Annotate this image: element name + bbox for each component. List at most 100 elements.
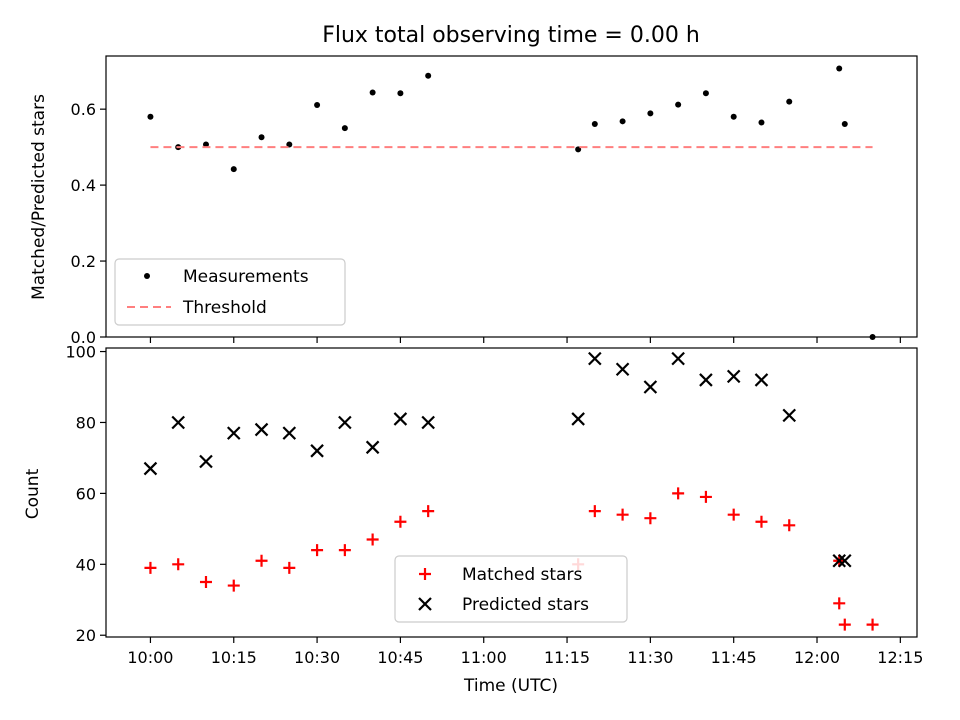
- matched-stars-point: [199, 576, 212, 589]
- predicted-stars-point: [282, 426, 297, 440]
- legend-predicted-label: Predicted stars: [462, 595, 589, 615]
- predicted-stars-point: [254, 422, 269, 437]
- x-tick-label: 10:45: [377, 648, 423, 667]
- x-tick-label: 10:15: [211, 648, 257, 667]
- bottom-y-tick-label: 80: [76, 413, 96, 432]
- measurement-point: [786, 98, 793, 105]
- measurement-point: [230, 166, 237, 173]
- top-y-tick-label: 0.4: [71, 176, 96, 195]
- measurement-point: [591, 120, 598, 127]
- predicted-stars-point: [615, 362, 630, 377]
- measurement-point: [647, 110, 654, 117]
- predicted-stars-point: [754, 373, 769, 387]
- matched-stars-point: [283, 561, 296, 574]
- matched-stars-point: [255, 554, 268, 567]
- predicted-stars-point: [310, 444, 324, 458]
- x-tick-label: 11:30: [627, 648, 673, 667]
- measurement-point: [619, 118, 626, 125]
- matched-stars-point: [838, 618, 851, 631]
- matched-stars-point: [338, 544, 351, 557]
- legend-measurements-marker: [144, 273, 150, 279]
- bottom-legend: [394, 555, 628, 623]
- top-y-tick-label: 0.6: [71, 100, 96, 119]
- matched-stars-point: [588, 505, 601, 518]
- measurement-point: [730, 113, 737, 120]
- bottom-y-tick-label: 20: [76, 626, 96, 645]
- bottom-y-axis-label: Count: [23, 468, 43, 519]
- bottom-y-tick-label: 40: [76, 555, 96, 574]
- predicted-stars-point: [393, 412, 408, 426]
- predicted-stars-point: [421, 415, 435, 430]
- x-tick-label: 11:00: [461, 648, 507, 667]
- measurement-point: [425, 72, 432, 79]
- predicted-stars-point: [199, 454, 213, 469]
- predicted-stars-point: [643, 380, 658, 394]
- matched-stars-point: [755, 515, 768, 528]
- measurement-point: [369, 89, 376, 96]
- measurement-point: [286, 141, 293, 148]
- predicted-stars-point: [588, 351, 602, 366]
- x-tick-label: 11:15: [544, 648, 590, 667]
- predicted-stars-point: [838, 553, 852, 568]
- predicted-stars-point: [143, 461, 158, 476]
- predicted-stars-point: [226, 426, 241, 440]
- matched-stars-point: [672, 487, 685, 500]
- top-legend: [114, 258, 346, 326]
- predicted-stars-point: [338, 415, 352, 430]
- matched-stars-point: [227, 579, 240, 592]
- measurement-point: [397, 90, 404, 97]
- top-y-tick-label: 0.2: [71, 252, 96, 271]
- matched-stars-point: [866, 618, 879, 631]
- legend-matched-marker: [419, 568, 431, 580]
- measurement-point: [341, 125, 348, 132]
- predicted-stars-point: [171, 415, 185, 430]
- bottom-y-tick-label: 60: [76, 484, 96, 503]
- matched-stars-point: [833, 597, 846, 610]
- measurement-point: [702, 90, 709, 97]
- predicted-stars-point: [726, 369, 741, 384]
- matched-stars-point: [422, 505, 435, 518]
- measurement-point: [314, 101, 321, 108]
- top-plot-area: 0.0 0.2 0.4 0.6 Measurements Threshold: [71, 55, 918, 347]
- matched-stars-point: [699, 490, 712, 503]
- bottom-plot-area: 10:00 10:15 10:30 10:45 11:00 11:15 11:30 11:45…: [65, 343, 923, 667]
- measurement-point: [202, 141, 209, 148]
- measurement-point: [836, 65, 843, 72]
- matched-stars-point: [644, 512, 657, 525]
- x-tick-label: 12:00: [794, 648, 840, 667]
- legend-matched-label: Matched stars: [462, 565, 582, 585]
- x-axis-label: Time (UTC): [463, 676, 558, 696]
- bottom-axes-frame: [105, 347, 918, 638]
- x-tick-label: 10:00: [127, 648, 173, 667]
- predicted-stars-point: [782, 408, 797, 423]
- x-tick-label: 10:30: [294, 648, 340, 667]
- matched-stars-point: [616, 508, 629, 521]
- top-y-tick-label: 0.0: [71, 328, 96, 347]
- legend-threshold-label: Threshold: [182, 298, 267, 318]
- measurement-point: [258, 134, 265, 141]
- matched-stars-point: [144, 561, 157, 574]
- matched-stars-point: [394, 515, 407, 528]
- measurement-point: [675, 101, 682, 108]
- measurement-point: [758, 119, 765, 126]
- predicted-stars-point: [365, 440, 380, 455]
- x-tick-label: 11:45: [711, 648, 757, 667]
- predicted-stars-point: [699, 373, 713, 387]
- predicted-stars-point: [571, 412, 585, 426]
- predicted-stars-point: [832, 553, 847, 568]
- top-axes-frame: [105, 55, 918, 338]
- legend-measurements-label: Measurements: [183, 267, 309, 287]
- matched-stars-point: [727, 508, 740, 521]
- matched-stars-point: [783, 519, 796, 532]
- top-y-axis-label: Matched/Predicted stars: [29, 94, 49, 300]
- bottom-y-tick-label: 100: [65, 343, 96, 362]
- x-tick-label: 12:15: [877, 648, 923, 667]
- matched-stars-point: [172, 558, 185, 571]
- matched-stars-point: [311, 544, 324, 557]
- chart-title: Flux total observing time = 0.00 h: [322, 23, 700, 48]
- predicted-stars-point: [671, 351, 685, 366]
- measurement-point: [147, 113, 154, 120]
- measurement-point: [841, 120, 848, 127]
- matched-stars-point: [366, 533, 379, 546]
